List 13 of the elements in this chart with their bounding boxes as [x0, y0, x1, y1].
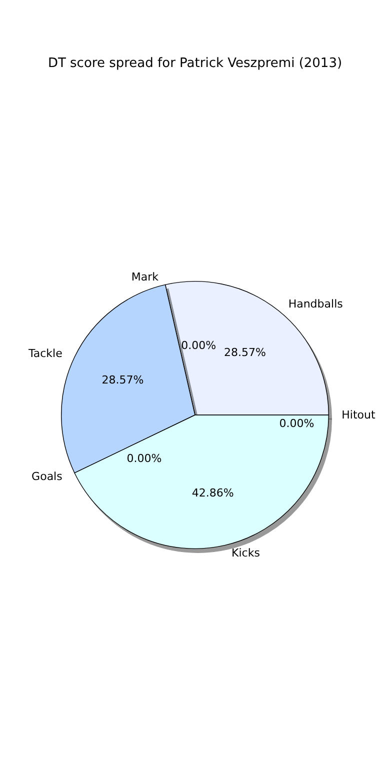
slice-label: Kicks — [232, 546, 260, 560]
category-label: Goals — [32, 470, 62, 483]
category-label: Hitout — [342, 408, 376, 422]
chart-title: DT score spread for Patrick Veszpremi (2013) — [48, 56, 342, 71]
category-label: Mark — [131, 270, 158, 284]
data-label: 28.57% — [224, 346, 266, 359]
slice-label: Handballs — [288, 298, 344, 311]
text: 0.00% — [181, 338, 216, 352]
slice-label: Tackle — [27, 347, 63, 360]
data-label: 42.86% — [192, 486, 234, 500]
text: 0.00% — [126, 452, 162, 465]
text: 0.00% — [279, 417, 314, 430]
data-label: 28.57% — [102, 374, 144, 387]
